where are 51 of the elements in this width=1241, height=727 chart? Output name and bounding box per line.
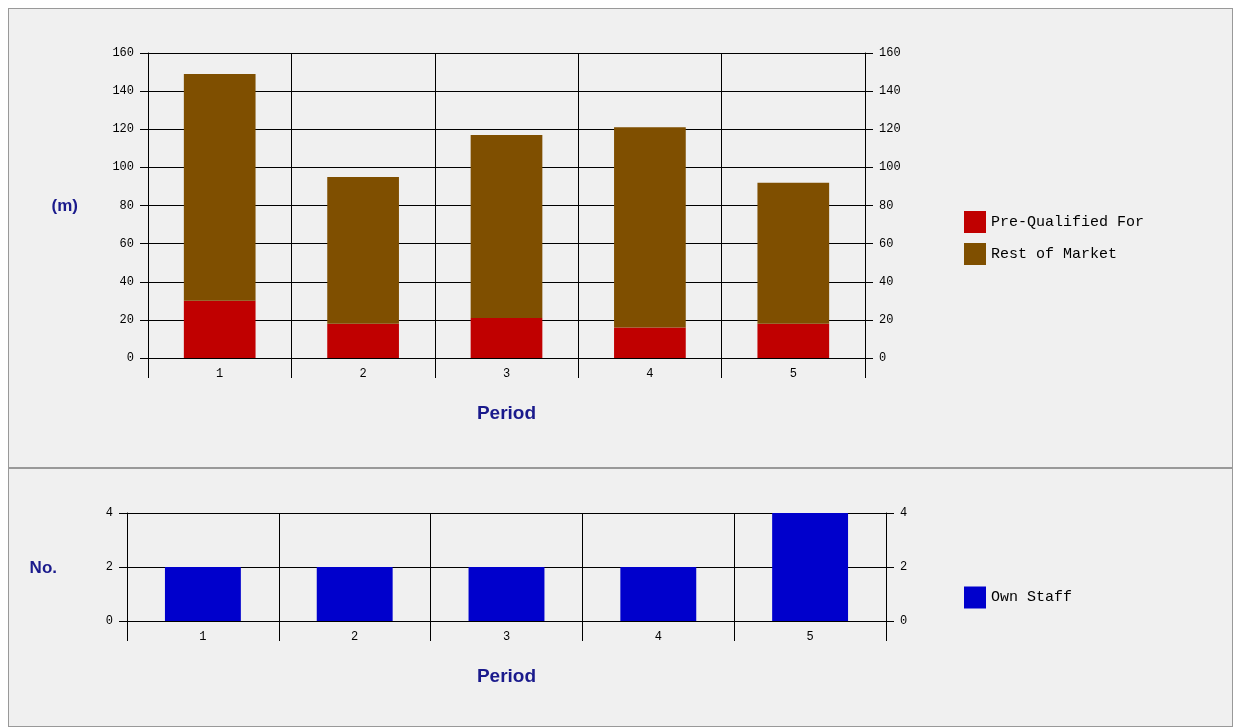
y2-tick-label: 160 <box>879 46 901 60</box>
x-tick-label: 5 <box>789 367 797 381</box>
y-tick-label: 140 <box>112 84 134 99</box>
y-tick-label: 60 <box>119 236 134 251</box>
bar <box>614 127 686 328</box>
x-tick-label: 3 <box>502 367 511 381</box>
y-tick-label: 40 <box>119 274 134 289</box>
y-tick-label: 160 <box>112 46 134 60</box>
y-tick-label: 0 <box>105 614 113 628</box>
bar <box>470 317 543 358</box>
x-tick-label: 2 <box>359 367 367 381</box>
y2-tick-label: 4 <box>900 506 908 520</box>
bar <box>757 182 830 324</box>
x-axis-title: Period <box>476 402 537 423</box>
y2-tick-label: 0 <box>879 351 887 365</box>
y-axis-title: No. <box>29 557 57 577</box>
y-tick-label: 2 <box>105 560 113 574</box>
bar <box>327 323 399 358</box>
x-tick-label: 1 <box>199 630 207 644</box>
x-tick-label: 3 <box>502 630 511 644</box>
legend-label: Rest of Market <box>991 245 1118 263</box>
y-axis-title: (m) <box>51 196 78 215</box>
y2-tick-label: 0 <box>900 614 908 628</box>
y-tick-label: 100 <box>112 160 134 175</box>
y2-tick-label: 60 <box>879 236 894 251</box>
bar <box>183 300 256 358</box>
x-tick-label: 2 <box>351 630 359 644</box>
legend-label: Own Staff <box>991 589 1073 606</box>
x-tick-label: 4 <box>646 367 654 381</box>
y-tick-label: 4 <box>105 506 113 520</box>
y-tick-label: 0 <box>126 351 134 365</box>
bar <box>327 176 399 324</box>
y2-tick-label: 80 <box>879 198 894 213</box>
bar <box>183 73 256 301</box>
y-tick-label: 80 <box>119 198 134 213</box>
bar <box>757 323 830 358</box>
y2-tick-label: 140 <box>879 84 901 99</box>
bar <box>614 327 686 358</box>
y2-tick-label: 120 <box>879 122 901 137</box>
x-axis-title: Period <box>476 665 537 686</box>
y-tick-label: 120 <box>112 122 134 137</box>
x-tick-label: 4 <box>654 630 662 644</box>
legend-label: Pre-Qualified For <box>991 213 1145 231</box>
x-tick-label: 5 <box>806 630 814 644</box>
y2-tick-label: 40 <box>879 274 894 289</box>
y-tick-label: 20 <box>119 312 134 327</box>
bar <box>470 134 543 318</box>
y2-tick-label: 20 <box>879 312 894 327</box>
y2-tick-label: 2 <box>900 560 908 574</box>
x-tick-label: 1 <box>216 367 224 381</box>
y2-tick-label: 100 <box>879 160 901 175</box>
